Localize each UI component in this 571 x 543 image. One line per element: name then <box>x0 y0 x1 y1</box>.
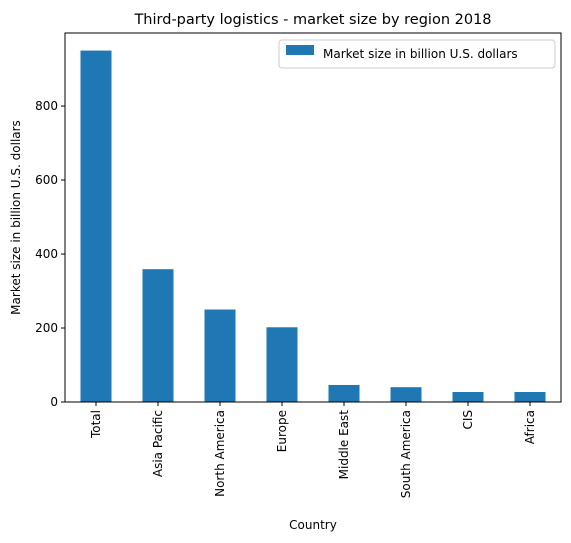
x-tick-label-1: Asia Pacific <box>151 410 165 477</box>
legend-label: Market size in billion U.S. dollars <box>323 47 518 61</box>
x-axis: Total Asia Pacific North America Europe Midd… <box>89 402 537 498</box>
y-tick-label-2: 400 <box>35 247 58 261</box>
legend: Market size in billion U.S. dollars <box>278 39 556 69</box>
y-tick-label-4: 800 <box>35 99 58 113</box>
y-axis: 0 200 400 600 800 <box>35 99 65 409</box>
y-tick-label-3: 600 <box>35 173 58 187</box>
y-axis-label: Market size in billion U.S. dollars <box>9 120 23 315</box>
x-tick-label-4: Middle East <box>337 410 351 480</box>
bar-0 <box>80 50 112 402</box>
x-tick-label-7: Africa <box>523 410 537 444</box>
bar-5 <box>390 387 422 402</box>
x-tick-label-0: Total <box>89 410 103 439</box>
chart-title: Third-party logistics - market size by r… <box>133 12 491 28</box>
bar-2 <box>204 309 236 402</box>
x-tick-label-2: North America <box>213 410 227 497</box>
x-axis-label: Country <box>289 518 337 532</box>
legend-frame <box>278 39 556 69</box>
bar-4 <box>328 384 360 402</box>
bar-7 <box>514 392 546 402</box>
x-tick-label-5: South America <box>399 410 413 498</box>
bar-3 <box>266 327 298 402</box>
plot-area <box>64 32 562 403</box>
bar-1 <box>142 269 174 402</box>
x-tick-label-6: CIS <box>461 410 475 430</box>
bars <box>80 50 546 402</box>
y-tick-label-0: 0 <box>50 395 58 409</box>
bar-6 <box>452 392 484 402</box>
legend-swatch <box>286 45 314 55</box>
x-tick-label-3: Europe <box>275 410 289 452</box>
y-tick-label-1: 200 <box>35 321 58 335</box>
plot-frame <box>64 32 562 403</box>
